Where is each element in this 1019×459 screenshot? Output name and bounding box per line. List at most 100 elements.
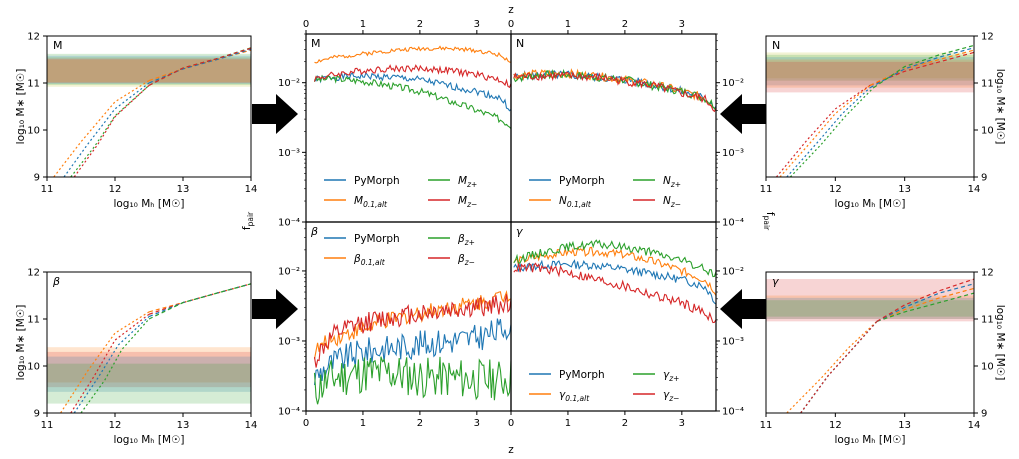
y-tick-label: 12 xyxy=(27,268,40,279)
y-tick-label: 9 xyxy=(981,173,987,184)
arrow-left-top xyxy=(720,94,766,134)
mass-curve-red-low xyxy=(70,313,150,413)
mass-curve-blue-high xyxy=(876,283,974,322)
legend-label: M0.1,alt xyxy=(354,195,388,209)
mass-curve-green-high xyxy=(873,44,974,89)
x-tick-label: 12 xyxy=(829,184,842,195)
mass-band-green xyxy=(47,363,251,404)
x-tick-label: 2 xyxy=(417,19,423,30)
x-tick-label: 1 xyxy=(360,19,366,30)
y-tick-label: 9 xyxy=(981,409,987,420)
center-N-panel: 0 1 2 3 10⁻⁴ 10⁻³ 10⁻² N PyMorph N0.1,alt Nz+ Nz− xyxy=(508,19,744,229)
mass-curve-green-low xyxy=(80,318,150,413)
mass-band-red xyxy=(766,279,974,322)
mass-band-red xyxy=(47,58,251,83)
y-tick-label: 11 xyxy=(27,79,40,90)
y-tick-label: 10⁻³ xyxy=(722,148,744,159)
pair-series-green xyxy=(513,239,716,278)
mass-band-blue xyxy=(47,55,251,84)
mass-curve-green-low xyxy=(789,87,874,177)
x-tick-label: 11 xyxy=(41,184,54,195)
y-tick-label: 10 xyxy=(27,126,40,137)
mass-curve-red-high xyxy=(869,51,974,86)
mass-curve-blue-low xyxy=(800,321,878,413)
y-tick-label: 10⁻³ xyxy=(278,148,300,159)
y-tick-label: 10⁻³ xyxy=(278,336,300,347)
center-gamma-panel: 0 1 2 3 10⁻⁴ 10⁻³ 10⁻² γ PyMorph γ0.1,alt γz+ γz− xyxy=(508,221,744,429)
x-tick-label: 0 xyxy=(508,418,514,429)
x-tick-label: 1 xyxy=(360,418,366,429)
legend-label: γz+ xyxy=(663,369,679,383)
mass-curve-green-low xyxy=(70,84,150,177)
y-axis-label: log₁₀ M∗ [M☉] xyxy=(15,305,27,381)
mass-curve-orange-high xyxy=(869,49,974,86)
x-tick-label: 12 xyxy=(109,420,122,431)
axes-frame xyxy=(765,271,975,414)
mass-band-blue xyxy=(766,297,974,319)
x-tick-label: 2 xyxy=(622,418,628,429)
mass-curve-red-low xyxy=(775,84,871,177)
x-tick-label: 3 xyxy=(679,19,685,30)
mass-band-yellow xyxy=(766,52,974,79)
y-tick-label: 10⁻² xyxy=(722,266,744,277)
x-tick-label: 3 xyxy=(679,418,685,429)
legend-label: PyMorph xyxy=(354,175,400,187)
y-tick-label: 10⁻⁴ xyxy=(278,218,300,229)
mass-curve-blue-low xyxy=(786,87,871,177)
x-tick-label: 12 xyxy=(109,184,122,195)
mass-curve-orange-high xyxy=(148,49,251,82)
x-axis-label: log₁₀ Mₕ [M☉] xyxy=(834,434,905,446)
legend-label: Nz+ xyxy=(663,175,681,189)
center-y-label-right: fpair xyxy=(762,212,776,231)
mass-curve-orange-low xyxy=(779,84,871,177)
mass-curve-orange-low xyxy=(60,311,150,413)
mass-curve-green-high xyxy=(148,283,251,320)
panel-title: β xyxy=(52,275,60,288)
mass-band-orange xyxy=(47,59,251,83)
side-gamma-panel: 11 12 13 149 10 11 12 γ log₁₀ Mₕ [M☉] log₁₀ M∗ [M… xyxy=(760,268,1006,447)
mass-band-orange xyxy=(47,347,251,383)
center-x-label-bottom: z xyxy=(508,444,514,456)
x-tick-label: 1 xyxy=(565,418,571,429)
y-tick-label: 10 xyxy=(27,362,40,373)
legend-label: βz− xyxy=(457,253,475,267)
pair-series-red xyxy=(513,262,716,324)
x-tick-label: 13 xyxy=(898,420,911,431)
y-axis-label: log₁₀ M∗ [M☉] xyxy=(994,305,1006,381)
y-tick-label: 10 xyxy=(981,126,994,137)
mass-curve-red-high xyxy=(148,283,251,315)
y-axis-label: log₁₀ M∗ [M☉] xyxy=(15,69,27,145)
legend-label: βz+ xyxy=(457,233,475,247)
x-axis-label: log₁₀ Mₕ [M☉] xyxy=(113,434,184,446)
pair-series-blue xyxy=(313,318,511,386)
legend-label: β0.1,alt xyxy=(353,253,386,267)
x-tick-label: 14 xyxy=(968,420,981,431)
panel-title: N xyxy=(772,39,780,52)
mass-curve-green-low xyxy=(800,321,878,413)
y-tick-label: 12 xyxy=(27,32,40,43)
mass-curve-red-high xyxy=(876,278,974,322)
x-tick-label: 0 xyxy=(303,418,309,429)
arrow-left-bottom xyxy=(720,289,766,329)
y-axis-label: log₁₀ M∗ [M☉] xyxy=(994,69,1006,145)
x-tick-label: 3 xyxy=(474,19,480,30)
y-tick-label: 11 xyxy=(981,315,994,326)
legend-label: Mz+ xyxy=(458,175,477,189)
y-tick-label: 10 xyxy=(981,362,994,373)
legend-label: PyMorph xyxy=(559,369,605,381)
mass-curve-orange-high xyxy=(148,283,251,313)
y-tick-label: 12 xyxy=(981,268,994,279)
panel-title: γ xyxy=(516,225,523,238)
pair-series-blue xyxy=(513,259,716,305)
mass-band-orange xyxy=(766,295,974,319)
y-tick-label: 11 xyxy=(27,315,40,326)
mass-band-green xyxy=(766,54,974,81)
y-tick-label: 10⁻³ xyxy=(722,336,744,347)
pair-series-green xyxy=(313,74,511,129)
x-tick-label: 13 xyxy=(177,184,190,195)
x-axis-label: log₁₀ Mₕ [M☉] xyxy=(113,198,184,210)
y-tick-label: 10⁻² xyxy=(278,78,300,89)
